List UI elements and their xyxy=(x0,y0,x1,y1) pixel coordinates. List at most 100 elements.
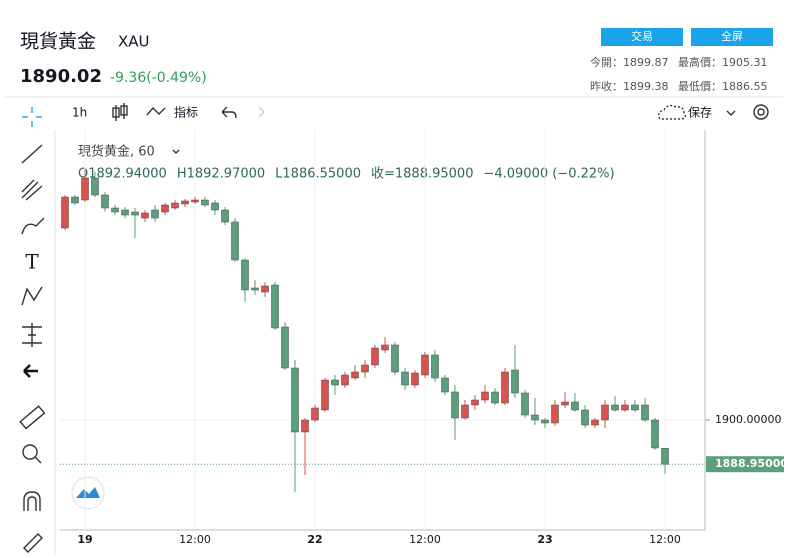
candle-body xyxy=(241,259,249,291)
logo-mark xyxy=(76,487,100,498)
save-button[interactable]: 保存 xyxy=(688,106,712,120)
candle-body xyxy=(651,419,659,449)
candle-body xyxy=(561,401,569,406)
instrument-title: 現貨黃金 xyxy=(20,31,96,53)
redo-icon[interactable] xyxy=(258,106,265,118)
text-tool[interactable]: T xyxy=(25,250,39,274)
ruler-tool[interactable] xyxy=(19,405,46,430)
candle-body xyxy=(391,344,399,373)
trendline-tool[interactable] xyxy=(21,144,43,164)
candle-body xyxy=(271,284,279,329)
candle-body xyxy=(211,202,219,211)
candle-body xyxy=(121,209,129,216)
settings-icon-center xyxy=(757,108,765,116)
legend-dropdown[interactable] xyxy=(172,149,180,154)
candle-body xyxy=(531,414,539,421)
candle-body xyxy=(331,379,339,386)
undo-icon[interactable] xyxy=(221,106,237,119)
candle-body xyxy=(601,404,609,421)
candle-body xyxy=(461,404,469,419)
instrument-symbol: XAU xyxy=(118,33,150,51)
fullscreen-button-label[interactable]: 全屏 xyxy=(721,29,743,43)
candle-type-icon[interactable] xyxy=(112,103,128,121)
ohlc-value: 收=1888.95000 xyxy=(371,167,473,182)
dropdown-icon[interactable] xyxy=(726,110,736,116)
candle-body xyxy=(141,212,149,219)
candle-body xyxy=(511,369,519,394)
y-tick-label: 1900.00000 xyxy=(715,413,781,426)
candle-body xyxy=(481,391,489,401)
candle-body xyxy=(351,371,359,379)
zoom-tool[interactable] xyxy=(22,444,38,460)
settings-icon[interactable] xyxy=(753,104,769,120)
brush-tool[interactable] xyxy=(21,217,45,235)
candle-body xyxy=(161,204,169,213)
candle-body xyxy=(421,354,429,376)
candle-body xyxy=(291,367,299,433)
candle-body xyxy=(181,200,189,205)
candle-body xyxy=(281,326,289,369)
stat: 最高價：1905.31 xyxy=(678,55,768,69)
candle-body xyxy=(581,409,589,426)
candle-body xyxy=(341,374,349,386)
indicator-icon[interactable] xyxy=(146,106,166,116)
fullscreen-button[interactable] xyxy=(691,28,773,46)
candle-body xyxy=(491,391,499,404)
candle-body xyxy=(371,347,379,366)
candle-body xyxy=(621,404,629,411)
candle-body xyxy=(231,221,239,261)
candle-body xyxy=(221,209,229,223)
x-tick-label: 19 xyxy=(77,533,92,546)
pattern-tool[interactable] xyxy=(21,286,43,306)
stat: 最低價：1886.55 xyxy=(678,79,768,93)
candle-body xyxy=(401,371,409,386)
x-tick-label: 12:00 xyxy=(649,533,681,546)
candle-body xyxy=(451,391,459,419)
measure-tool[interactable] xyxy=(22,323,42,347)
candle-body xyxy=(591,419,599,426)
candle-body xyxy=(301,419,309,433)
x-tick-label: 12:00 xyxy=(409,533,441,546)
candle-body xyxy=(311,407,319,421)
ohlc-value: L1886.55000 xyxy=(275,167,361,182)
candle-body xyxy=(471,399,479,406)
ohlc-value: O1892.94000 xyxy=(78,167,167,182)
indicator-button[interactable]: 指标 xyxy=(174,105,198,120)
interval-button[interactable]: 1h xyxy=(72,106,87,120)
candle-body xyxy=(541,419,549,424)
candle-body xyxy=(381,344,389,351)
candle-body xyxy=(101,194,109,209)
ohlc-value: −4.09000 (−0.22%) xyxy=(483,167,614,182)
x-tick-label: 22 xyxy=(307,533,322,546)
cloud-icon[interactable] xyxy=(657,104,687,120)
candle-body xyxy=(411,372,419,386)
candle-body xyxy=(641,404,649,421)
candle-body xyxy=(441,377,449,393)
stat: 今開：1899.87 xyxy=(590,55,669,69)
last-price: 1890.02 xyxy=(20,66,102,87)
crosshair-tool[interactable] xyxy=(22,107,42,127)
zoom-tool-handle xyxy=(34,456,42,464)
candle-body xyxy=(361,364,369,373)
candle-body xyxy=(551,404,559,424)
candle-body xyxy=(431,354,439,379)
candle-body xyxy=(61,196,69,229)
price-change: -9.36(-0.49%) xyxy=(110,70,207,86)
trade-button[interactable] xyxy=(601,28,683,46)
candle-body xyxy=(111,207,119,213)
candle-body xyxy=(521,392,529,416)
last-price-tag xyxy=(706,456,784,473)
hide-toolbar[interactable] xyxy=(23,364,38,378)
fib-tool[interactable] xyxy=(21,179,43,201)
magnet-tool[interactable] xyxy=(23,491,41,511)
candle-body xyxy=(191,199,199,203)
pencil-tool[interactable] xyxy=(23,533,43,553)
stat: 昨收：1899.38 xyxy=(590,79,669,93)
candle-body xyxy=(71,196,79,204)
candle-body xyxy=(571,401,579,411)
candle-body xyxy=(201,199,209,206)
candle-body xyxy=(631,404,639,411)
trade-button-label[interactable]: 交易 xyxy=(631,29,653,43)
